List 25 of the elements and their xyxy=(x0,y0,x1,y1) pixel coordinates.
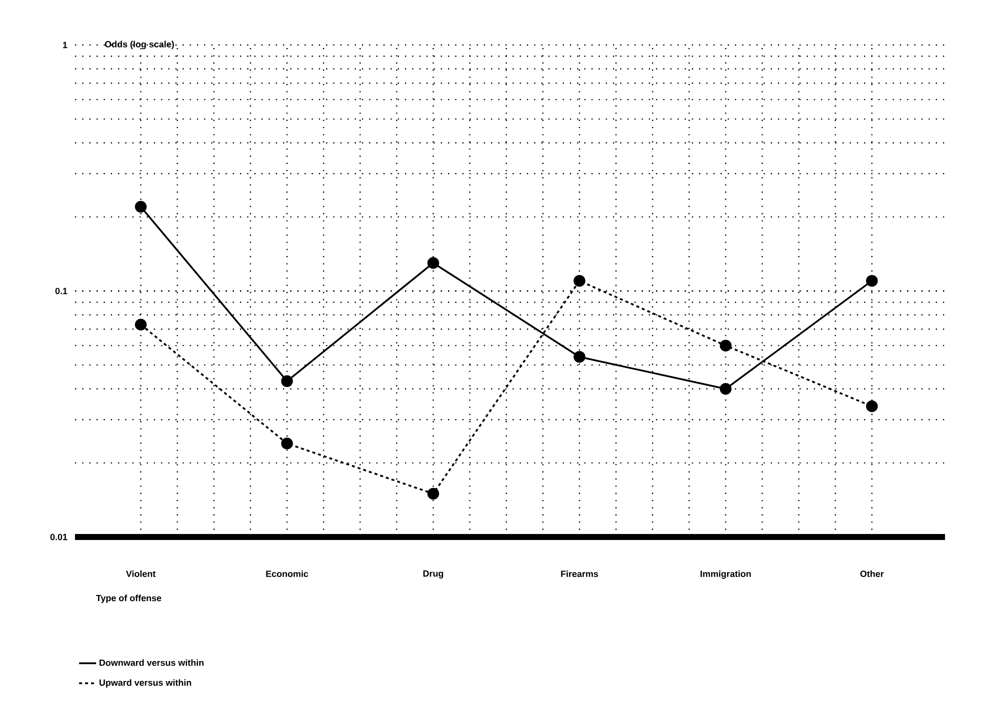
point xyxy=(427,488,440,500)
point xyxy=(574,274,586,287)
x-axis-title: Type of offense xyxy=(96,594,162,604)
point xyxy=(574,350,586,363)
x-tick-label: Other xyxy=(860,570,884,578)
point xyxy=(281,375,293,388)
x-tick-label: Firearms xyxy=(561,570,598,578)
y-tick-label: 1 xyxy=(63,42,68,48)
point xyxy=(720,340,732,352)
point xyxy=(281,438,293,450)
x-tick-label: Violent xyxy=(126,570,156,578)
y-tick-label: 0.1 xyxy=(55,288,68,294)
point xyxy=(866,274,878,287)
point xyxy=(427,257,440,269)
x-tick-label: Drug xyxy=(423,570,444,578)
point xyxy=(134,318,147,331)
point xyxy=(720,383,732,395)
x-tick-label: Economic xyxy=(266,570,308,578)
x-tick-label: Immigration xyxy=(700,570,751,579)
legend-label: Upward versus within xyxy=(100,679,192,688)
legend-label: Downward versus within xyxy=(100,659,204,666)
point xyxy=(134,200,147,213)
y-tick-label: 0.01 xyxy=(50,534,68,540)
point xyxy=(866,400,878,412)
y-axis-title: Odds (log scale) xyxy=(104,40,174,50)
